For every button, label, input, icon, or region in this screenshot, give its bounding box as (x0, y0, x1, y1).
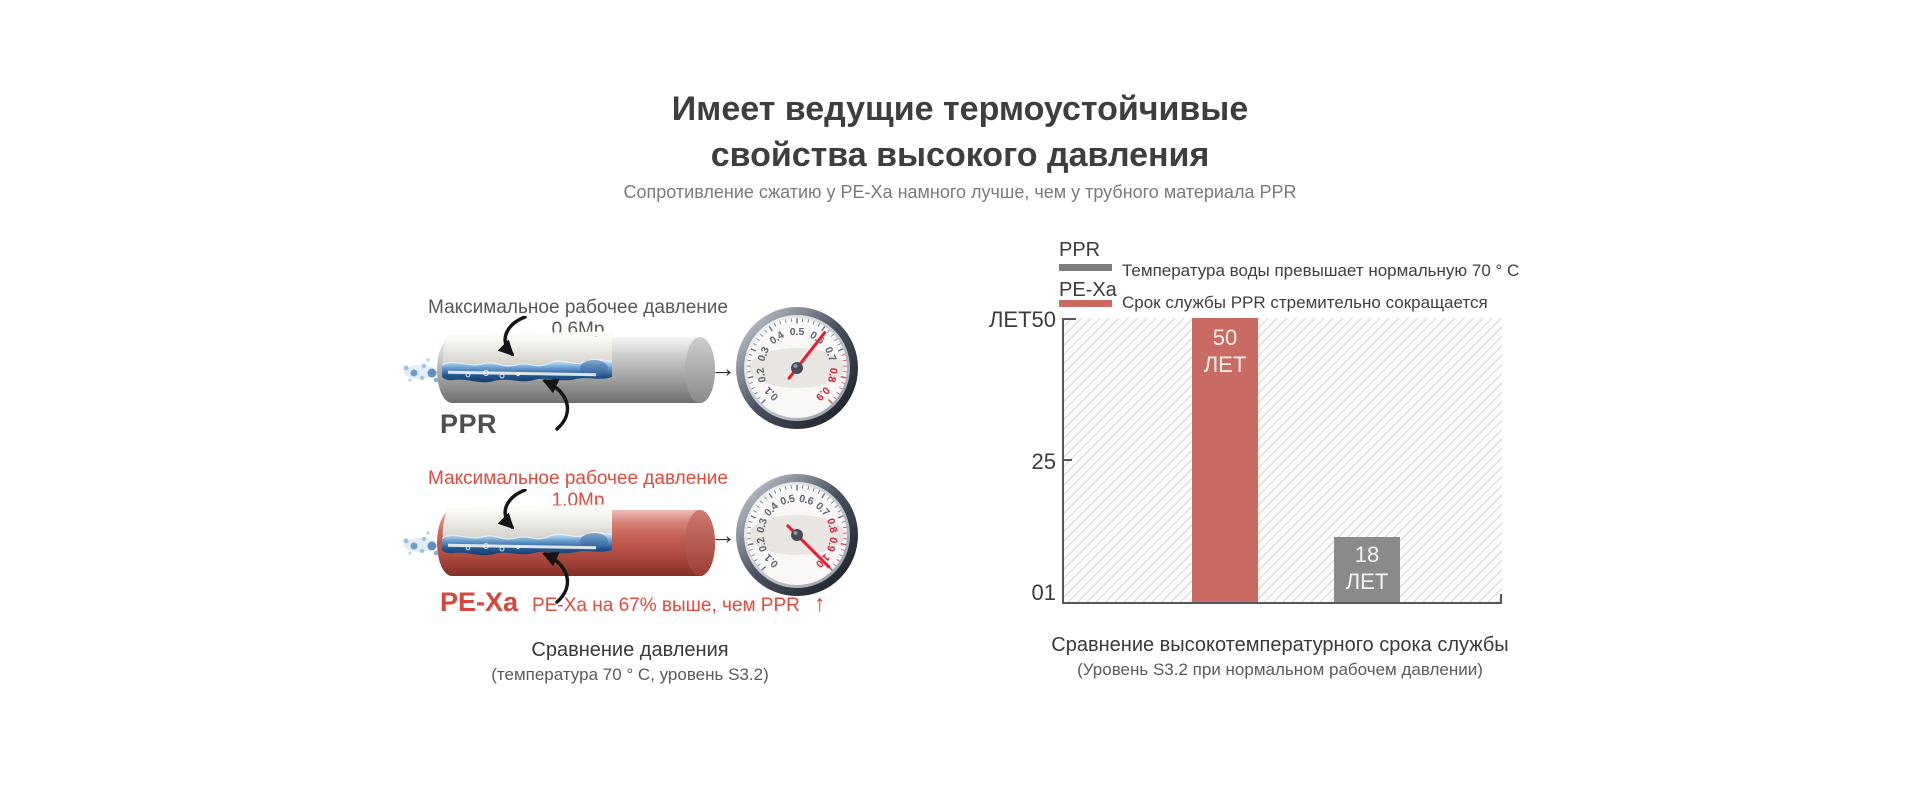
bar-pexa-label: 50 ЛЕТ (1192, 324, 1258, 378)
axis-tick-right (1500, 594, 1502, 602)
chart-caption-sub: (Уровень S3.2 при нормальном рабочем дав… (1077, 660, 1483, 679)
page-title-line1: Имеет ведущие термоустойчивые (671, 90, 1249, 128)
pressure-caption-sub: (температура 70 ° C, уровень S3.2) (491, 665, 769, 684)
cutaway-arrow-top-icon (497, 316, 527, 357)
ppr-pipe-front (447, 337, 715, 403)
svg-text:0.7: 0.7 (822, 345, 839, 363)
axis-tick-50 (1064, 318, 1076, 320)
pexa-pipe-front (447, 510, 715, 576)
y-tick-50: 50 (1031, 307, 1056, 332)
legend-desc-ppr: Температура воды превышает нормальную 70… (1122, 261, 1520, 280)
svg-text:0.8: 0.8 (825, 367, 840, 384)
svg-text:0.8: 0.8 (824, 517, 839, 534)
page-title-line2: свойства высокого давления (710, 136, 1210, 174)
svg-text:0.9: 0.9 (824, 536, 839, 553)
bar-ppr-label: 18 ЛЕТ (1334, 541, 1400, 595)
bar-ppr-unit: ЛЕТ (1345, 568, 1389, 594)
pexa-pipe-illustration (403, 489, 715, 604)
pressure-caption: Сравнение давления (531, 639, 729, 661)
up-arrow-icon: ↑ (813, 590, 826, 616)
cutaway-arrow-bottom-icon (542, 379, 570, 431)
legend-swatch-ppr (1059, 264, 1112, 271)
ppr-pipe-illustration (403, 316, 715, 431)
y-tick-0: 01 (1031, 580, 1056, 605)
legend-label-pexa: PE-Xa (1059, 279, 1117, 301)
y-axis-unit-label: ЛЕТ (988, 307, 1032, 332)
ppr-gauge: 0.10.20.30.4 0.5 0.60.70.80.9 (736, 307, 858, 429)
pexa-gauge-dial: 0.10.20.30.40.50.60.70.80.91.0 (747, 485, 847, 571)
svg-text:0.3: 0.3 (755, 345, 772, 363)
page-subtitle: Сопротивление сжатию у PE-Xa намного луч… (623, 182, 1297, 202)
legend-desc-pexa: Срок службы PPR стремительно сокращается (1122, 293, 1488, 312)
legend-swatch-pexa (1059, 300, 1112, 307)
svg-text:0.6: 0.6 (798, 493, 815, 508)
bar-pexa: 50 ЛЕТ (1192, 318, 1258, 602)
svg-text:0.2: 0.2 (754, 367, 769, 384)
bar-ppr: 18 ЛЕТ (1334, 536, 1400, 602)
flow-arrow-icon: → (710, 520, 736, 550)
pexa-name-row: PE-Xa PE-Xa на 67% выше, чем PPR ↑ (440, 587, 825, 618)
pexa-gauge: 0.10.20.30.40.50.60.70.80.91.0 (736, 474, 858, 596)
bar-pexa-value: 50 (1212, 325, 1238, 350)
y-axis-top-label: ЛЕТ50 (984, 307, 1056, 333)
svg-text:0.2: 0.2 (755, 536, 770, 553)
pexa-note: PE-Xa на 67% выше, чем PPR (532, 595, 800, 616)
water-flow (403, 531, 615, 556)
chart-plot: 50 ЛЕТ 18 ЛЕТ (1062, 318, 1502, 604)
ppr-name-label: PPR (440, 409, 498, 439)
y-tick-25: 25 (1031, 449, 1056, 474)
flow-arrow-icon: → (710, 353, 736, 383)
svg-text:0.3: 0.3 (755, 517, 770, 534)
cutaway-arrow-bottom-icon (542, 552, 570, 604)
pexa-name-label: PE-Xa (440, 587, 519, 617)
cutaway-arrow-top-icon (497, 489, 527, 530)
page-title: Имеет ведущие термоустойчивые свойства в… (0, 86, 1920, 178)
svg-text:0.5: 0.5 (790, 326, 805, 338)
svg-text:0.5: 0.5 (779, 493, 796, 508)
ppr-gauge-dial: 0.10.20.30.4 0.5 0.60.70.80.9 (747, 318, 847, 404)
water-flow (403, 358, 615, 383)
axis-tick-25 (1064, 459, 1072, 461)
chart-caption: Сравнение высокотемпературного срока слу… (1051, 634, 1509, 656)
legend-label-ppr: PPR (1059, 239, 1101, 261)
bar-pexa-unit: ЛЕТ (1203, 352, 1247, 377)
bar-ppr-value: 18 (1354, 541, 1380, 567)
